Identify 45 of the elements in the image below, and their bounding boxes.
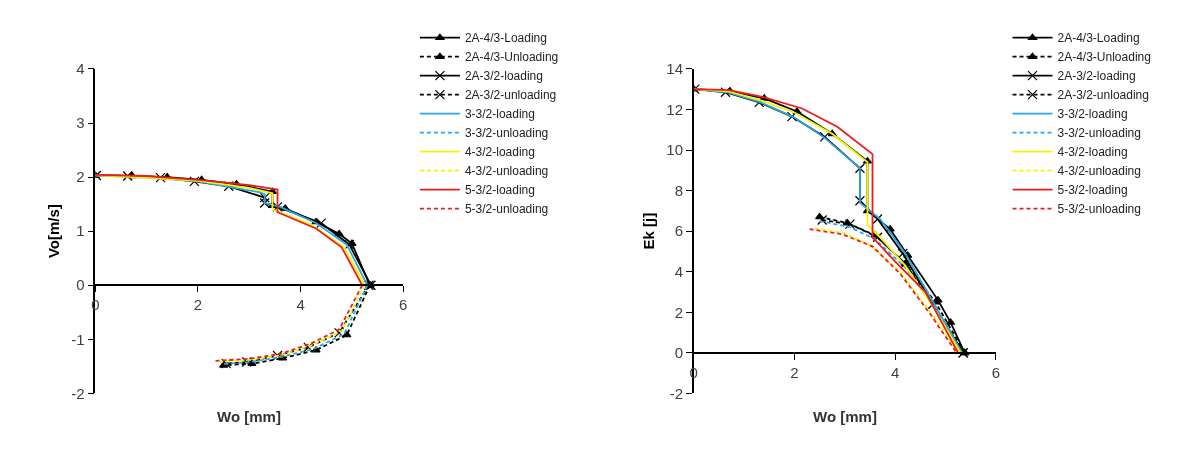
x-tick-label: 4	[891, 363, 900, 381]
y-tick-label: 4	[76, 60, 85, 78]
legend-label: 4-3/2-unloading	[1057, 164, 1141, 179]
x-axis-title: Wo [mm]	[813, 408, 877, 425]
legend-label: 2A-4/3-Loading	[464, 31, 547, 46]
legend-label: 4-3/2-loading	[464, 145, 535, 160]
y-tick-label: 12	[666, 100, 684, 118]
legend-label: 3-3/2-unloading	[1057, 126, 1141, 141]
y-tick-label: 4	[674, 262, 684, 280]
y-tick-label: 0	[674, 344, 684, 362]
y-tick-label: 3	[76, 114, 85, 132]
legend-label: 2A-3/2-loading	[464, 69, 543, 84]
x-tick-label: 6	[399, 295, 408, 313]
legend-label: 2A-3/2-loading	[1057, 69, 1136, 84]
legend-label: 4-3/2-unloading	[464, 164, 549, 179]
legend-label: 2A-4/3-Loading	[1057, 31, 1140, 46]
x-tick-label: 4	[296, 295, 305, 313]
legend-label: 3-3/2-loading	[1057, 107, 1128, 122]
y-tick-label: 1	[76, 222, 85, 240]
x-tick-label: 2	[193, 295, 203, 313]
legend-label: 5-3/2-unloading	[1057, 202, 1141, 217]
y-tick-label: 2	[76, 168, 85, 186]
legend-label: 5-3/2-loading	[464, 183, 535, 198]
y-tick-label: 0	[76, 276, 85, 294]
x-tick-label: 2	[790, 363, 799, 381]
legend-label: 2A-4/3-Unloading	[1057, 50, 1151, 65]
y-tick-label: -1	[71, 330, 85, 348]
legend-label: 2A-4/3-Unloading	[464, 50, 559, 65]
legend-label: 2A-3/2-unloading	[464, 88, 557, 103]
legend-label: 5-3/2-loading	[1057, 183, 1128, 198]
legend-label: 4-3/2-loading	[1057, 145, 1128, 160]
legend-label: 2A-3/2-unloading	[1057, 88, 1149, 103]
x-tick-label: 6	[991, 363, 1001, 381]
x-axis-title: Wo [mm]	[217, 408, 281, 425]
y-axis-title: Ek [j]	[640, 212, 658, 250]
legend-label: 3-3/2-unloading	[464, 126, 549, 141]
y-tick-label: 8	[674, 181, 684, 199]
y-tick-label: 6	[674, 222, 684, 240]
legend-label: 3-3/2-loading	[464, 107, 535, 122]
legend-label: 5-3/2-unloading	[464, 202, 549, 217]
y-tick-label: 14	[666, 60, 684, 78]
y-axis-title: Vo[m/s]	[45, 204, 62, 259]
y-tick-label: -2	[669, 384, 684, 402]
y-tick-label: 10	[666, 141, 684, 159]
y-tick-label: -2	[71, 384, 85, 402]
